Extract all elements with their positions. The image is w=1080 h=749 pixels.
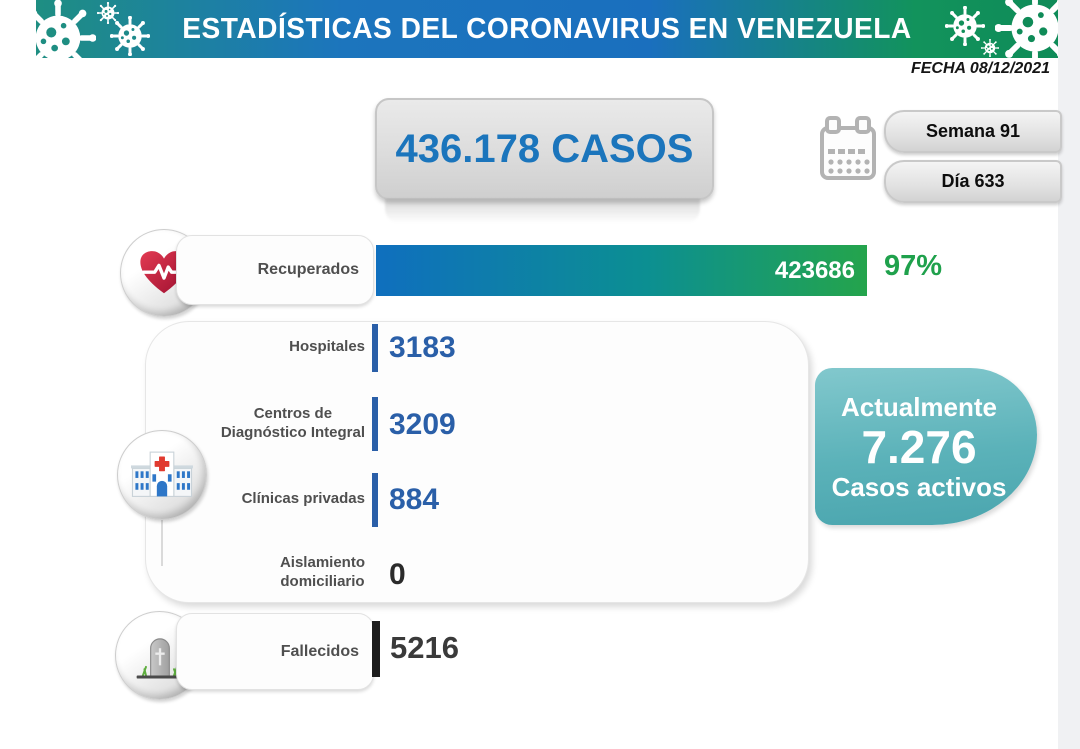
row-value-clinicas: 884 <box>389 483 440 516</box>
row-value-aislamiento: 0 <box>389 558 406 591</box>
row-label-aislamiento: Aislamiento domiciliario <box>279 554 365 590</box>
recovered-label: Recuperados <box>257 261 359 278</box>
active-cases-bubble: Actualmente 7.276 Casos activos <box>815 368 1037 525</box>
row-label-hospitales: Hospitales <box>289 338 365 355</box>
care-facilities-box <box>145 321 809 603</box>
bar-tick-fallecidos <box>372 621 380 677</box>
deaths-label: Fallecidos <box>280 642 359 660</box>
tombstone-icon <box>136 637 183 679</box>
bar-tick-cdi <box>372 397 378 451</box>
page-title: ESTADÍSTICAS DEL CORONAVIRUS EN VENEZUEL… <box>182 13 912 45</box>
total-cases-box: 436.178 CASOS <box>375 98 714 200</box>
connector-line <box>161 518 163 566</box>
deaths-value: 5216 <box>390 630 459 665</box>
calendar-icon <box>820 116 876 180</box>
page-edge-strip <box>1058 0 1080 749</box>
recovered-value: 423686 <box>774 256 855 284</box>
header-banner: ESTADÍSTICAS DEL CORONAVIRUS EN VENEZUEL… <box>36 0 1058 58</box>
active-cases-subcaption: Casos activos <box>831 471 1007 502</box>
total-cases-reflection <box>385 199 700 223</box>
recovered-label-box: Recuperados <box>176 235 374 305</box>
week-badge: Semana 91 <box>884 110 1062 153</box>
active-cases-value: 7.276 <box>861 420 977 473</box>
row-value-cdi: 3209 <box>389 408 456 441</box>
recovered-bar: 423686 <box>376 245 867 296</box>
hospital-icon <box>131 451 193 497</box>
date-label: FECHA 08/12/2021 <box>910 60 1050 77</box>
total-cases-value: 436.178 CASOS <box>395 126 694 171</box>
heart-ekg-icon <box>140 251 188 294</box>
day-badge: Día 633 <box>884 160 1062 203</box>
row-value-hospitales: 3183 <box>389 331 456 364</box>
active-cases-caption: Actualmente <box>840 391 998 422</box>
recovered-percent: 97% <box>884 250 943 282</box>
deaths-label-box: Fallecidos <box>176 613 374 690</box>
bar-tick-clinicas <box>372 473 378 527</box>
bar-tick-hospitales <box>372 324 378 372</box>
row-label-cdi: Centros de Diagnóstico Integral <box>220 405 365 441</box>
row-label-clinicas: Clínicas privadas <box>241 490 365 507</box>
heart-disc <box>120 229 208 317</box>
hospital-disc <box>117 430 207 520</box>
